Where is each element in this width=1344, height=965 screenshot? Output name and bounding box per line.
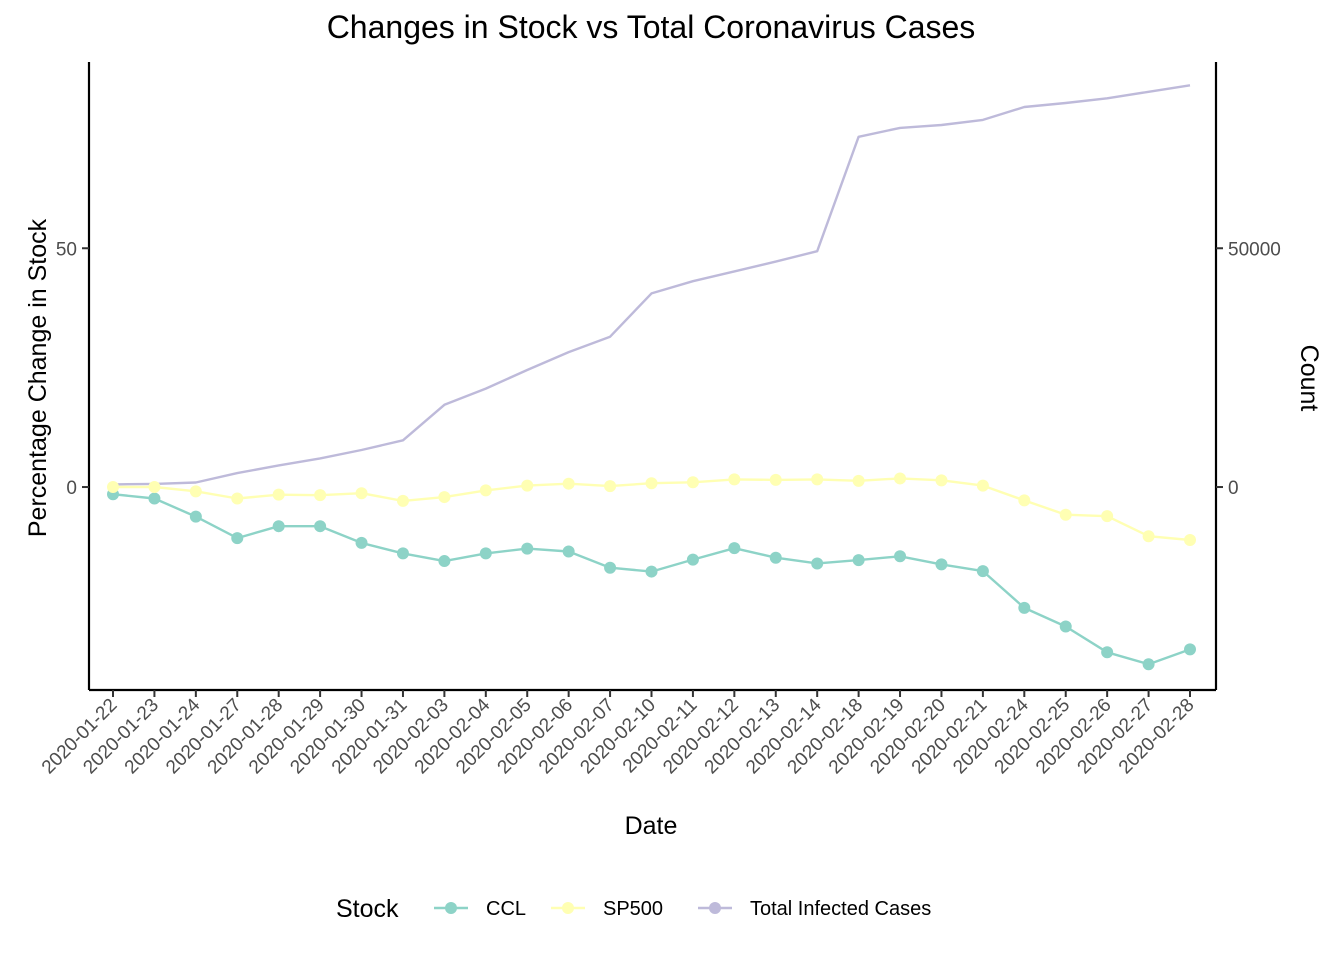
sp500-point xyxy=(645,477,658,490)
sp500-point xyxy=(355,487,368,500)
ccl-point xyxy=(231,532,244,545)
sp500-point xyxy=(1184,534,1196,547)
ccl-line xyxy=(112,493,1191,666)
ccl-point xyxy=(811,557,824,570)
sp500-point xyxy=(976,479,989,492)
sp500-point xyxy=(521,479,534,492)
ccl-point xyxy=(604,561,617,574)
y2-tick-label: 0 xyxy=(1228,478,1239,499)
sp500-point xyxy=(1101,510,1114,523)
sp500-point xyxy=(438,491,451,504)
y-tick-label: 50 xyxy=(56,239,77,260)
ccl-point xyxy=(272,520,285,533)
total-infected-cases-line xyxy=(112,84,1191,486)
ccl-point xyxy=(314,520,327,533)
ccl-point xyxy=(935,558,948,571)
sp500-point xyxy=(396,494,409,507)
ccl-point xyxy=(1018,601,1031,614)
chart-title: Changes in Stock vs Total Coronavirus Ca… xyxy=(327,9,976,45)
sp500-point xyxy=(148,481,161,494)
sp500-point xyxy=(479,484,492,497)
ccl-point xyxy=(355,536,368,549)
legend-marker-ccl xyxy=(445,902,457,914)
sp500-point xyxy=(1142,530,1155,543)
sp500-point xyxy=(231,492,244,505)
sp500-point xyxy=(1018,494,1031,507)
ccl-point xyxy=(438,555,451,568)
sp500-point xyxy=(852,474,865,487)
sp500-point xyxy=(811,473,824,486)
legend-marker-sp500 xyxy=(562,902,574,914)
sp500-point xyxy=(728,473,741,486)
ccl-point xyxy=(1184,643,1196,656)
legend-marker-total-infected-cases xyxy=(709,902,721,914)
ccl-point xyxy=(479,547,492,560)
x-axis-title: Date xyxy=(625,812,678,840)
ccl-point xyxy=(852,554,865,567)
ccl-point xyxy=(189,510,202,523)
legend-label-total-infected-cases: Total Infected Cases xyxy=(750,898,931,920)
sp500-point xyxy=(604,480,617,493)
sp500-point xyxy=(686,476,699,489)
sp500-point xyxy=(314,489,327,502)
sp500-point xyxy=(562,477,575,490)
sp500-point xyxy=(189,485,202,498)
sp500-point xyxy=(107,481,119,494)
ccl-point xyxy=(1101,646,1114,659)
ccl-point xyxy=(686,553,699,566)
plot-area: 0500500002020-01-222020-01-232020-01-242… xyxy=(38,62,1281,778)
y-axis-title: Percentage Change in Stock xyxy=(24,218,52,537)
ccl-point xyxy=(976,565,989,578)
sp500-point xyxy=(769,473,782,486)
ccl-point xyxy=(396,547,409,560)
y2-tick-label: 50000 xyxy=(1228,239,1281,260)
ccl-point xyxy=(562,545,575,558)
sp500-point xyxy=(894,472,907,485)
ccl-point xyxy=(769,551,782,564)
ccl-point xyxy=(521,542,534,555)
ccl-point xyxy=(645,565,658,578)
legend-title: Stock xyxy=(336,895,399,923)
legend-label-ccl: CCL xyxy=(486,898,526,920)
sp500-point xyxy=(1059,508,1072,521)
ccl-point xyxy=(728,542,741,555)
y-tick-label: 0 xyxy=(66,478,77,499)
sp500-point xyxy=(935,474,948,487)
ccl-point xyxy=(148,492,161,505)
y2-axis-title: Count xyxy=(1295,345,1323,412)
ccl-point xyxy=(1059,620,1072,633)
legend-label-sp500: SP500 xyxy=(603,898,663,920)
ccl-point xyxy=(894,550,907,563)
legend: Stock CCL SP500 Total Infected Cases xyxy=(336,895,931,923)
sp500-point xyxy=(272,488,285,501)
ccl-point xyxy=(1142,658,1155,671)
